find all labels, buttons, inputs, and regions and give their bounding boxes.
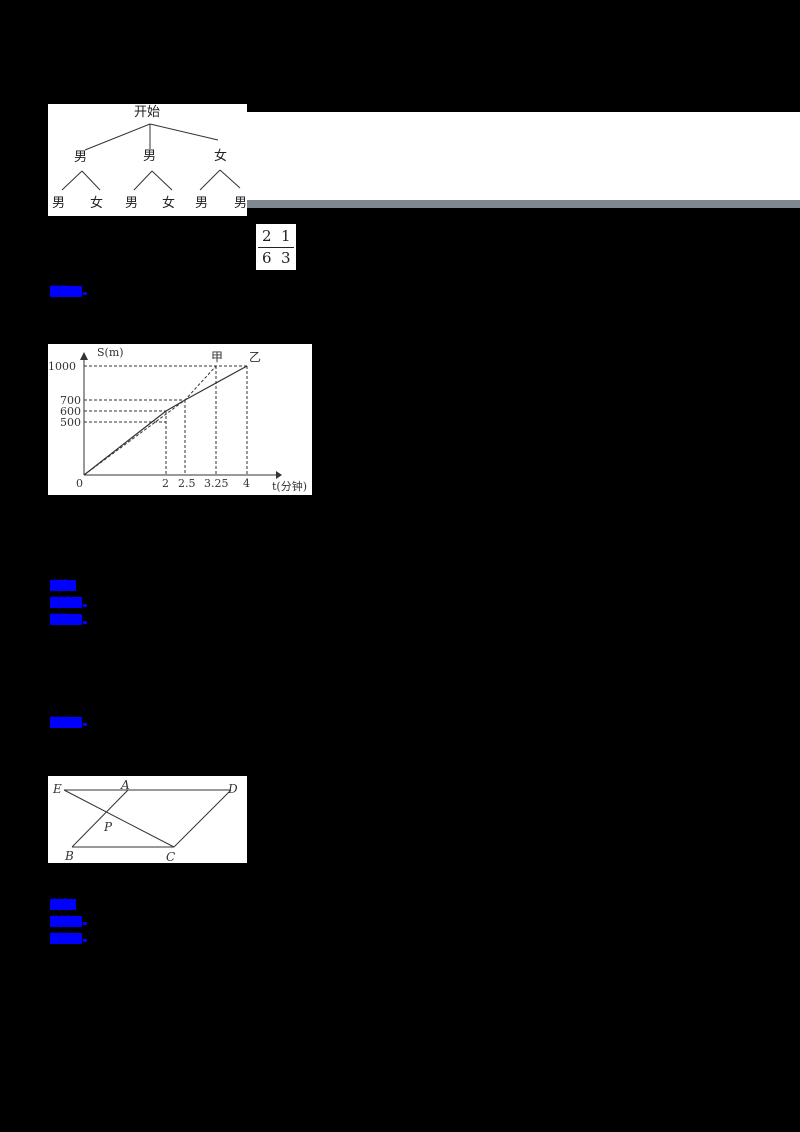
origin-label: 0	[76, 477, 83, 490]
label-analysis-4-tail	[83, 922, 87, 925]
point-p: P	[103, 820, 113, 834]
gray-strip	[247, 200, 800, 208]
distance-time-chart: S(m) 1000 700 600 500 0 2 2.5 3.25 4 t(分…	[48, 344, 312, 495]
label-answer-3: 解答	[50, 717, 82, 728]
tree-l1-0: 男	[74, 150, 88, 165]
series-label-jia: 甲	[211, 350, 223, 364]
tree-lines	[61, 123, 241, 191]
y-tick-600: 600	[60, 405, 81, 418]
point-a: A	[120, 778, 130, 792]
label-answer-4: 解答	[50, 933, 82, 944]
fraction-num-right: 1	[281, 227, 291, 245]
tree-l2-1: 女	[90, 196, 104, 211]
tree-l2-4: 男	[195, 196, 209, 211]
point-c: C	[166, 850, 175, 863]
label-answer-2-tail	[83, 621, 87, 624]
fraction-num-left: 2	[262, 227, 272, 245]
blank-panel	[247, 112, 800, 200]
geometry-figure: E A D P B C	[48, 776, 247, 863]
tree-diagram: 开始 男 男 女 男 女 男 女 男 男	[48, 104, 247, 216]
y-tick-700: 700	[60, 394, 81, 407]
geometry-svg: E A D P B C	[52, 778, 238, 863]
tree-l1-1: 男	[143, 149, 157, 164]
point-b: B	[64, 849, 74, 863]
label-answer-1-tail	[83, 292, 87, 295]
x-tick-2-5: 2.5	[178, 477, 196, 490]
tree-l2-0: 男	[52, 196, 66, 211]
label-analysis-2-tail	[83, 604, 87, 607]
tree-l1-2: 女	[214, 149, 228, 164]
tree-l2-5: 男	[234, 196, 248, 211]
point-e: E	[52, 782, 62, 796]
label-answer-2: 解答	[50, 614, 82, 625]
y-tick-1000: 1000	[48, 360, 76, 373]
x-tick-2: 2	[162, 477, 169, 490]
fraction-den-right: 3	[281, 249, 291, 267]
label-point-4: 考点	[50, 899, 76, 910]
fraction-bar	[258, 247, 294, 248]
label-answer-3-tail	[83, 723, 87, 726]
tree-root: 开始	[134, 105, 161, 120]
x-tick-4: 4	[243, 477, 250, 490]
y-axis-label: S(m)	[97, 346, 124, 359]
label-point-2: 考点	[50, 580, 76, 591]
x-axis-label: t(分钟)	[272, 479, 307, 493]
x-tick-3-25: 3.25	[204, 477, 229, 490]
label-analysis-2: 分析	[50, 597, 82, 608]
series-label-yi: 乙	[249, 350, 261, 364]
label-answer-4-tail	[83, 939, 87, 942]
y-tick-500: 500	[60, 416, 81, 429]
fraction-den-left: 6	[262, 249, 272, 267]
chart-svg: S(m) 1000 700 600 500 0 2 2.5 3.25 4 t(分…	[48, 346, 307, 493]
fraction-expression: 2 1 6 3	[256, 224, 296, 270]
label-analysis-4: 分析	[50, 916, 82, 927]
point-d: D	[227, 782, 238, 796]
label-answer-1: 解答	[50, 286, 82, 297]
tree-l2-2: 男	[125, 196, 139, 211]
tree-l2-3: 女	[162, 196, 176, 211]
